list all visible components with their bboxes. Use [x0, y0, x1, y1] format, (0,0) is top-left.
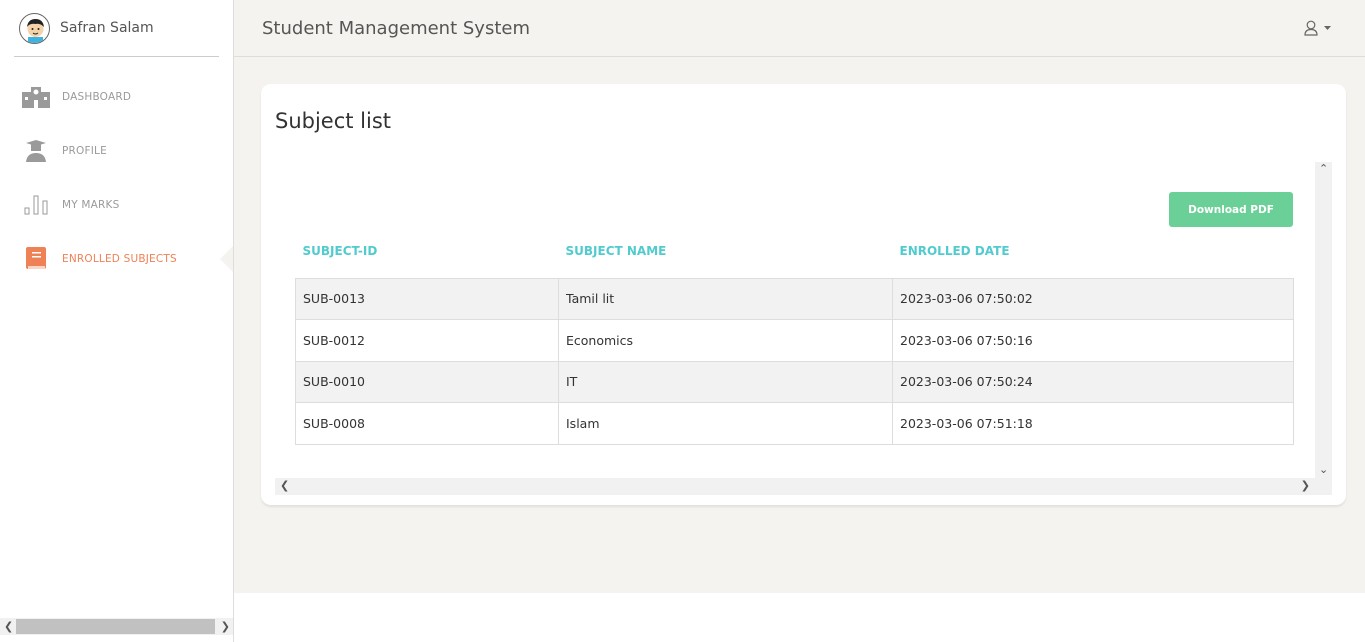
- main-panel: Student Management System Subject list D…: [234, 0, 1365, 593]
- bar-chart-icon: [22, 193, 50, 217]
- sidebar-item-label: PROFILE: [62, 145, 107, 157]
- sidebar-item-label: MY MARKS: [62, 199, 120, 211]
- download-pdf-button[interactable]: Download PDF: [1169, 192, 1293, 227]
- column-header-subject-id: SUBJECT-ID: [302, 244, 378, 258]
- cell-subject-id: SUB-0010: [295, 360, 559, 403]
- chevron-left-icon[interactable]: ❮: [4, 620, 14, 633]
- sidebar-item-label: ENROLLED SUBJECTS: [62, 253, 177, 265]
- sidebar-item-profile[interactable]: PROFILE: [0, 131, 233, 171]
- scrollbar-thumb[interactable]: [16, 619, 215, 634]
- graduate-icon: [22, 139, 50, 163]
- chevron-left-icon[interactable]: ❮: [280, 479, 290, 492]
- user-menu-button[interactable]: [1304, 20, 1331, 36]
- cell-subject-name: Tamil lit: [558, 277, 893, 320]
- user-icon: [1304, 20, 1318, 36]
- chevron-right-icon[interactable]: ❯: [1300, 479, 1310, 492]
- sidebar-item-dashboard[interactable]: DASHBOARD: [0, 77, 233, 117]
- caret-down-icon: [1324, 26, 1331, 30]
- column-header-subject-name: SUBJECT NAME: [565, 244, 667, 258]
- table-row: SUB-0012 Economics 2023-03-06 07:50:16: [295, 319, 1294, 362]
- sidebar-item-my-marks[interactable]: MY MARKS: [0, 185, 233, 225]
- horizontal-scrollbar[interactable]: ❮ ❯: [275, 478, 1332, 495]
- user-name: Safran Salam: [60, 20, 154, 36]
- cell-subject-id: SUB-0012: [295, 319, 559, 362]
- cell-subject-id: SUB-0013: [295, 277, 559, 320]
- chevron-up-icon[interactable]: ⌃: [1319, 162, 1329, 175]
- active-indicator: [220, 246, 233, 272]
- cell-subject-name: Economics: [558, 319, 893, 362]
- sidebar-item-label: DASHBOARD: [62, 91, 132, 103]
- cell-subject-name: Islam: [558, 402, 893, 445]
- avatar: [19, 12, 50, 44]
- sidebar-horizontal-scrollbar[interactable]: ❮ ❯: [0, 618, 233, 635]
- navbar: Student Management System: [234, 0, 1365, 57]
- chevron-right-icon[interactable]: ❯: [220, 620, 230, 633]
- book-icon: [22, 247, 50, 271]
- table-row: SUB-0008 Islam 2023-03-06 07:51:18: [295, 402, 1294, 445]
- user-block[interactable]: Safran Salam: [14, 0, 219, 57]
- sidebar-item-enrolled-subjects[interactable]: ENROLLED SUBJECTS: [0, 239, 233, 279]
- column-header-enrolled-date: ENROLLED DATE: [899, 244, 1010, 258]
- sidebar: Safran Salam DASHBOARD PROFILE MY MARKS …: [0, 0, 234, 642]
- vertical-scrollbar[interactable]: ⌃ ⌄: [1315, 162, 1332, 478]
- subject-table: SUBJECT-ID SUBJECT NAME ENROLLED DATE SU…: [295, 244, 1294, 445]
- table-row: SUB-0013 Tamil lit 2023-03-06 07:50:02: [295, 277, 1294, 320]
- cell-enrolled-date: 2023-03-06 07:50:02: [892, 277, 1294, 320]
- cell-subject-name: IT: [558, 360, 893, 403]
- app-title: Student Management System: [262, 17, 530, 39]
- table-scroll-container[interactable]: Download PDF SUBJECT-ID SUBJECT NAME ENR…: [275, 162, 1332, 495]
- card-title: Subject list: [275, 109, 392, 133]
- table-row: SUB-0010 IT 2023-03-06 07:50:24: [295, 360, 1294, 403]
- cell-subject-id: SUB-0008: [295, 402, 559, 445]
- subject-list-card: Subject list Download PDF SUBJECT-ID SUB…: [261, 84, 1346, 505]
- chevron-down-icon[interactable]: ⌄: [1319, 463, 1329, 476]
- school-icon: [22, 85, 50, 109]
- cell-enrolled-date: 2023-03-06 07:50:16: [892, 319, 1294, 362]
- cell-enrolled-date: 2023-03-06 07:51:18: [892, 402, 1294, 445]
- cell-enrolled-date: 2023-03-06 07:50:24: [892, 360, 1294, 403]
